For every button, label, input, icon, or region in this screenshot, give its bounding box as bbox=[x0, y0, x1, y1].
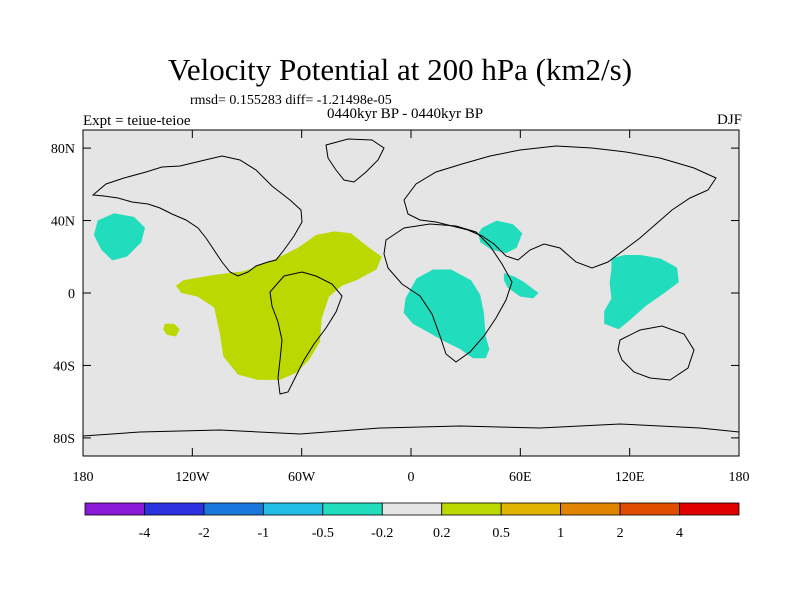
colorbar: -4 -2 -1 -0.5 -0.2 0.2 0.5 1 2 4 bbox=[84, 502, 740, 541]
region-africa-negative bbox=[403, 269, 490, 359]
coastline-eurasia bbox=[403, 145, 717, 269]
coastline-antarctica bbox=[83, 423, 739, 437]
coastline-north-america bbox=[91, 155, 303, 277]
region-south-pacific-small-positive bbox=[163, 323, 180, 337]
colorbar-swatch-1 bbox=[144, 502, 205, 516]
x-tick-label-3: 0 bbox=[408, 470, 415, 485]
y-tick-label-2: 0 bbox=[68, 287, 75, 302]
colorbar-swatch-9 bbox=[619, 502, 680, 516]
season-label: DJF bbox=[716, 112, 742, 128]
x-tick-label-0: 180 bbox=[73, 470, 94, 485]
contour-regions bbox=[93, 213, 679, 380]
colorbar-label-3: -0.5 bbox=[312, 526, 334, 541]
experiment-label: Expt = teiue-teioe bbox=[83, 113, 191, 129]
y-tick-label-0: 80N bbox=[51, 142, 75, 157]
colorbar-label-4: -0.2 bbox=[371, 526, 393, 541]
map-axes: 180 120W 60W 0 60E 120E 180 80N 40N 0 40S 80S bbox=[51, 130, 750, 485]
y-tick-label-3: 40S bbox=[53, 359, 75, 374]
region-arabian-sea-negative bbox=[503, 273, 539, 299]
period-label: 0440kyr BP - 0440kyr BP bbox=[326, 106, 484, 122]
coastlines bbox=[83, 138, 739, 437]
colorbar-swatch-3 bbox=[262, 502, 324, 516]
colorbar-label-0: -4 bbox=[139, 526, 151, 541]
colorbar-swatch-0 bbox=[84, 502, 145, 516]
colorbar-swatch-4 bbox=[322, 502, 383, 516]
x-tick-label-1: 120W bbox=[175, 470, 210, 485]
y-tick-label-4: 80S bbox=[53, 432, 75, 447]
region-north-pacific-negative bbox=[93, 213, 145, 261]
x-tick-label-4: 60E bbox=[509, 470, 532, 485]
colorbar-swatch-7 bbox=[500, 502, 562, 516]
colorbar-swatch-2 bbox=[203, 502, 264, 516]
chart-title: Velocity Potential at 200 hPa (km2/s) bbox=[167, 52, 633, 87]
x-tick-label-2: 60W bbox=[288, 470, 316, 485]
colorbar-label-6: 0.5 bbox=[492, 526, 510, 541]
colorbar-swatch-10 bbox=[679, 502, 740, 516]
colorbar-label-8: 2 bbox=[617, 526, 624, 541]
x-tick-label-6: 180 bbox=[729, 470, 750, 485]
x-tick-label-5: 120E bbox=[615, 470, 645, 485]
colorbar-swatch-6 bbox=[441, 502, 502, 516]
colorbar-swatch-8 bbox=[560, 502, 621, 516]
y-tick-label-1: 40N bbox=[51, 215, 75, 230]
coastline-south-america bbox=[269, 271, 343, 395]
region-atlantic-south-america-positive bbox=[175, 231, 382, 380]
stats-label: rmsd= 0.155283 diff= -1.21498e-05 bbox=[190, 93, 392, 108]
region-maritime-continent-negative bbox=[604, 255, 679, 330]
coastline-africa bbox=[383, 223, 513, 363]
colorbar-label-9: 4 bbox=[676, 526, 683, 541]
colorbar-label-1: -2 bbox=[198, 526, 210, 541]
coastline-australia bbox=[617, 325, 695, 381]
coastline-greenland bbox=[325, 138, 385, 183]
colorbar-swatch-5 bbox=[381, 502, 443, 516]
colorbar-label-5: 0.2 bbox=[433, 526, 451, 541]
colorbar-label-2: -1 bbox=[258, 526, 270, 541]
colorbar-label-7: 1 bbox=[557, 526, 564, 541]
